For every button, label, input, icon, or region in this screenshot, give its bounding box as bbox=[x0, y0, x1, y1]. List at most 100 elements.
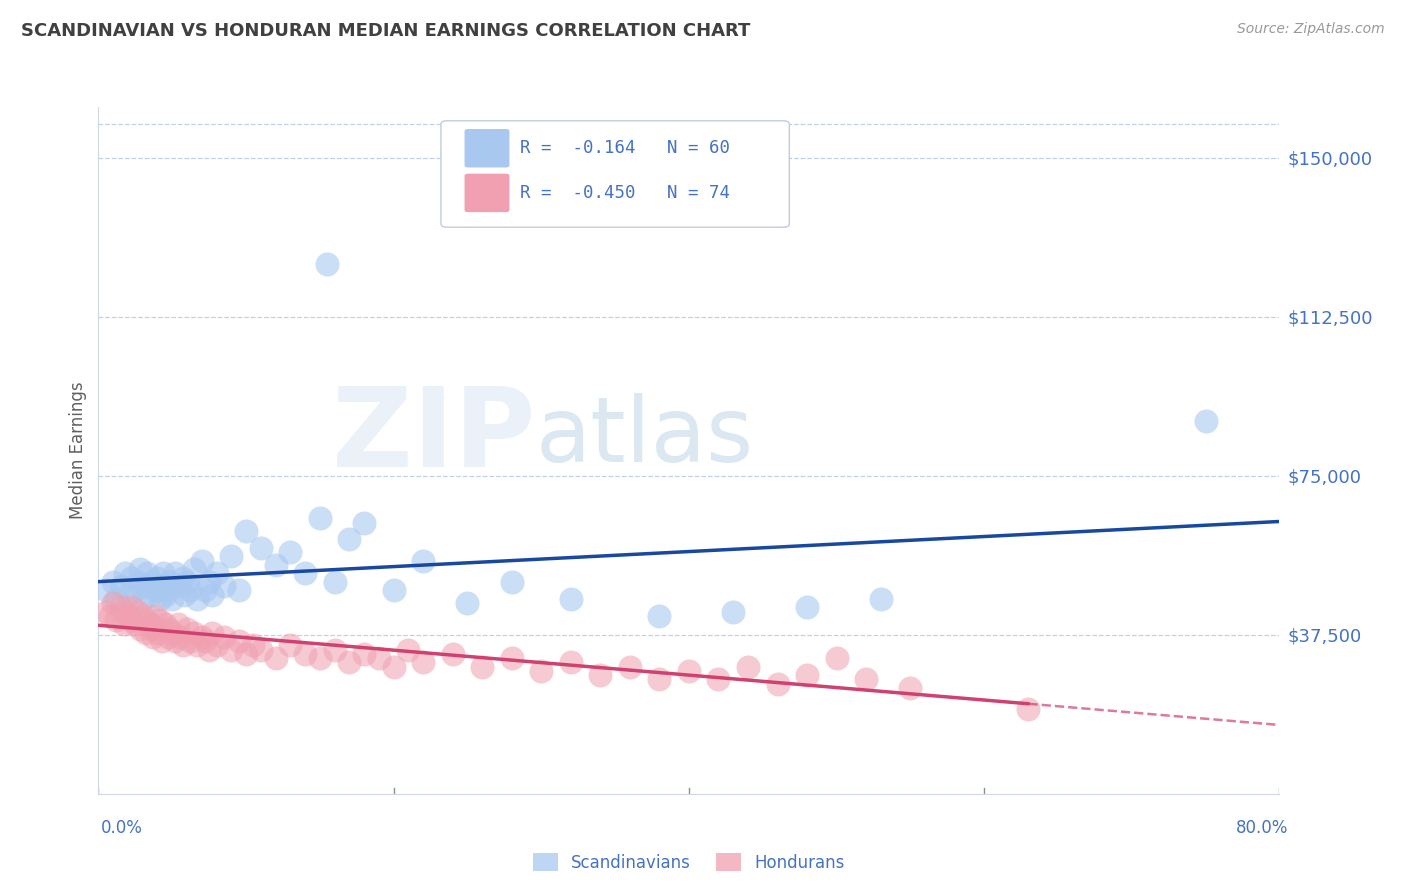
Point bbox=[219, 642, 242, 657]
Point bbox=[98, 608, 121, 623]
Point bbox=[471, 659, 494, 673]
Point bbox=[796, 668, 818, 682]
Point bbox=[94, 605, 117, 619]
Point bbox=[501, 651, 523, 665]
Text: 80.0%: 80.0% bbox=[1236, 819, 1288, 837]
Point bbox=[172, 571, 194, 585]
Point bbox=[456, 596, 478, 610]
Point bbox=[157, 622, 180, 636]
Point bbox=[323, 642, 346, 657]
Point bbox=[198, 642, 221, 657]
Point bbox=[560, 591, 582, 606]
Text: atlas: atlas bbox=[536, 392, 754, 481]
FancyBboxPatch shape bbox=[464, 129, 509, 168]
Point bbox=[117, 588, 139, 602]
Point bbox=[173, 588, 195, 602]
Point bbox=[167, 617, 190, 632]
Point bbox=[136, 613, 159, 627]
Text: R =  -0.450   N = 74: R = -0.450 N = 74 bbox=[520, 184, 730, 202]
Point bbox=[796, 600, 818, 615]
Point bbox=[309, 651, 332, 665]
Point bbox=[176, 622, 198, 636]
Point bbox=[179, 634, 201, 648]
Point bbox=[156, 630, 179, 644]
Point bbox=[142, 630, 165, 644]
Point bbox=[766, 676, 789, 690]
Point bbox=[278, 545, 302, 559]
Legend: Scandinavians, Hondurans: Scandinavians, Hondurans bbox=[526, 847, 852, 879]
Point bbox=[176, 574, 198, 589]
Point bbox=[120, 613, 142, 627]
Y-axis label: Median Earnings: Median Earnings bbox=[69, 382, 87, 519]
Point bbox=[201, 625, 224, 640]
Point bbox=[146, 625, 169, 640]
Point bbox=[179, 583, 201, 598]
Point bbox=[353, 647, 375, 661]
Point bbox=[121, 600, 143, 615]
Point bbox=[135, 625, 157, 640]
Point bbox=[139, 588, 162, 602]
Point bbox=[169, 630, 191, 644]
Point bbox=[194, 634, 217, 648]
FancyBboxPatch shape bbox=[441, 120, 789, 227]
Point bbox=[382, 659, 405, 673]
Point bbox=[235, 647, 257, 661]
Point bbox=[149, 591, 172, 606]
Point bbox=[124, 617, 146, 632]
Point bbox=[110, 600, 132, 615]
Point bbox=[139, 617, 162, 632]
Point bbox=[136, 566, 159, 581]
Point bbox=[250, 642, 273, 657]
Point bbox=[128, 622, 150, 636]
Point bbox=[412, 554, 434, 568]
Point bbox=[143, 608, 166, 623]
Point bbox=[339, 533, 360, 547]
Point bbox=[162, 591, 183, 606]
Point bbox=[103, 596, 125, 610]
Point bbox=[112, 617, 135, 632]
Point bbox=[396, 642, 419, 657]
Point bbox=[1195, 414, 1218, 428]
Point bbox=[169, 579, 191, 593]
Point bbox=[152, 566, 174, 581]
Point bbox=[124, 583, 146, 598]
Point bbox=[250, 541, 273, 555]
Point bbox=[191, 630, 214, 644]
Point bbox=[501, 574, 523, 589]
Point bbox=[183, 625, 205, 640]
Point bbox=[441, 647, 464, 661]
Point bbox=[94, 583, 117, 598]
Point bbox=[205, 566, 228, 581]
Point bbox=[146, 571, 169, 585]
Point bbox=[103, 574, 125, 589]
Point bbox=[162, 625, 183, 640]
Point bbox=[143, 583, 166, 598]
Point bbox=[105, 591, 128, 606]
Point bbox=[120, 571, 142, 585]
Point bbox=[228, 583, 250, 598]
Point bbox=[825, 651, 848, 665]
Point bbox=[339, 656, 360, 670]
Point bbox=[589, 668, 612, 682]
Point bbox=[127, 574, 149, 589]
Point bbox=[186, 591, 208, 606]
Point bbox=[900, 681, 922, 695]
Point bbox=[212, 579, 235, 593]
Point bbox=[412, 656, 434, 670]
Point bbox=[156, 583, 179, 598]
Point bbox=[228, 634, 250, 648]
Text: R =  -0.164   N = 60: R = -0.164 N = 60 bbox=[520, 139, 730, 157]
Point bbox=[132, 608, 155, 623]
Point bbox=[114, 566, 136, 581]
Point bbox=[678, 664, 700, 678]
Point bbox=[165, 566, 187, 581]
Point bbox=[150, 579, 173, 593]
Point bbox=[157, 574, 180, 589]
Point bbox=[707, 673, 730, 687]
Point bbox=[105, 613, 128, 627]
Text: ZIP: ZIP bbox=[332, 384, 536, 491]
Point bbox=[153, 588, 176, 602]
Point bbox=[114, 605, 136, 619]
Point bbox=[1017, 702, 1039, 716]
Point bbox=[191, 554, 214, 568]
